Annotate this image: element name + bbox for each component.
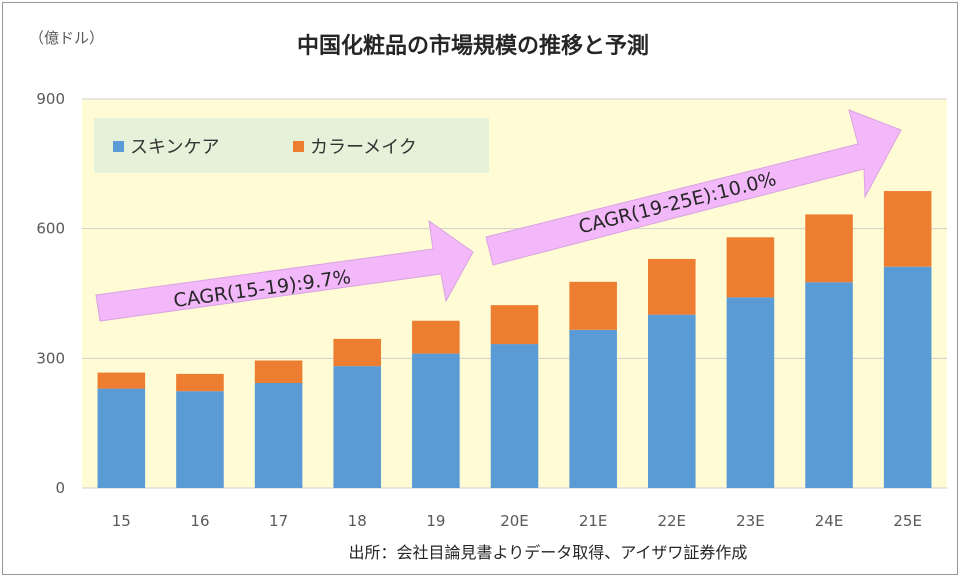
bar-skincare-25E	[883, 266, 932, 488]
bar-skincare-20E	[490, 344, 539, 488]
bar-makeup-15	[97, 372, 146, 389]
x-tick-label: 19	[426, 512, 445, 530]
bar-makeup-22E	[647, 258, 696, 315]
bar-skincare-24E	[805, 282, 853, 488]
y-axis: 0 300 600 900	[36, 90, 65, 497]
bar-skincare-21E	[569, 329, 617, 488]
x-tick-label: 18	[348, 512, 367, 530]
legend-label-skincare: スキンケア	[130, 137, 219, 158]
bar-makeup-25E	[883, 191, 932, 267]
bar-skincare-16	[176, 391, 224, 488]
bar-makeup-19	[412, 320, 460, 354]
legend: スキンケア カラーメイク	[94, 118, 489, 173]
bars	[97, 191, 932, 488]
bar-makeup-24E	[805, 214, 853, 283]
source-note: 出所：会社目論見書よりデータ取得、アイザワ証券作成	[349, 543, 748, 562]
bar-makeup-20E	[490, 305, 539, 345]
x-axis: 15 16 17 18 19 20E 21E 22E 23E 24E 25E	[112, 512, 922, 530]
x-tick-label: 22E	[657, 512, 686, 530]
y-tick-label: 600	[36, 220, 65, 238]
x-tick-label: 16	[190, 512, 209, 530]
chart-title: 中国化粧品の市場規模の推移と予測	[297, 33, 649, 59]
x-tick-label: 21E	[579, 512, 608, 530]
bar-skincare-17	[254, 382, 303, 488]
bar-skincare-18	[333, 366, 382, 488]
y-tick-label: 300	[36, 349, 65, 367]
bar-makeup-21E	[569, 281, 617, 330]
x-tick-label: 24E	[815, 512, 844, 530]
legend-swatch-makeup	[293, 141, 304, 152]
bar-skincare-23E	[726, 297, 775, 488]
x-tick-label: 17	[269, 512, 288, 530]
bar-skincare-19	[412, 353, 460, 488]
bar-skincare-22E	[647, 314, 696, 488]
legend-swatch-skincare	[113, 141, 124, 152]
bar-skincare-15	[97, 388, 146, 488]
bar-makeup-16	[176, 373, 224, 392]
y-tick-label: 900	[36, 90, 65, 108]
x-tick-label: 20E	[500, 512, 529, 530]
x-tick-label: 25E	[893, 512, 922, 530]
legend-box	[94, 118, 489, 173]
cagr-arrow-1	[95, 219, 474, 322]
x-tick-label: 15	[112, 512, 131, 530]
unit-label: （億ドル）	[29, 29, 104, 47]
cagr-arrow-2	[485, 109, 902, 266]
chart: （億ドル） 中国化粧品の市場規模の推移と予測 0 300 600 900 15 16 17…	[29, 29, 947, 562]
y-tick-label: 0	[55, 479, 65, 497]
bar-makeup-18	[333, 338, 382, 367]
legend-label-makeup: カラーメイク	[310, 137, 417, 158]
x-tick-label: 23E	[736, 512, 765, 530]
bar-makeup-17	[254, 360, 303, 383]
bar-makeup-23E	[726, 237, 775, 298]
